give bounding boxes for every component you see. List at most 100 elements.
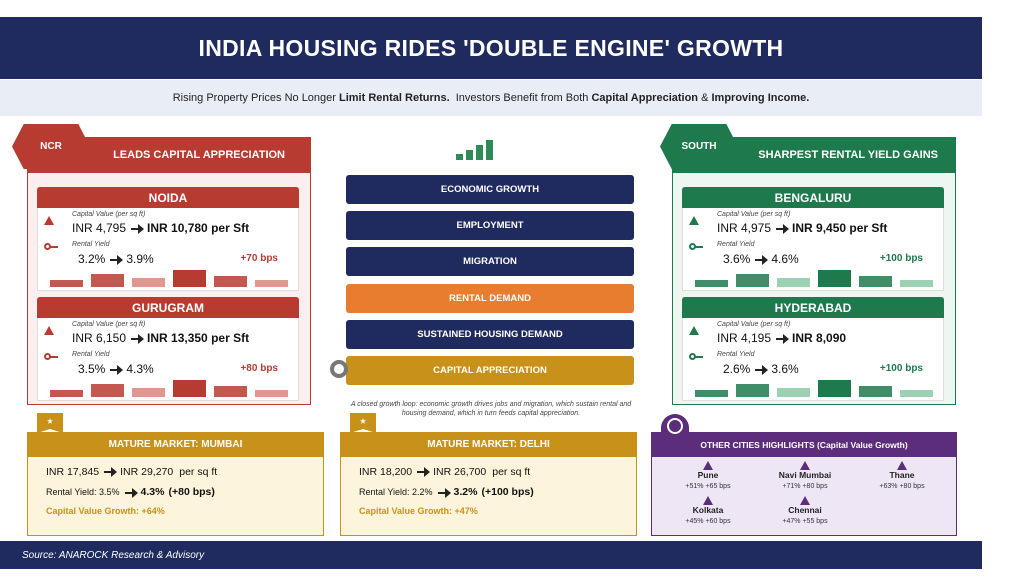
ry-change: (+80 bps) bbox=[168, 486, 215, 498]
cv-from: INR 4,975 bbox=[717, 221, 772, 235]
source: Source: ANAROCK Research & Advisory bbox=[22, 549, 205, 561]
tag-text: SOUTH bbox=[681, 141, 717, 152]
decor-bar bbox=[777, 278, 810, 287]
other-city-name: Thane bbox=[889, 470, 915, 480]
ry-label: Rental Yield bbox=[717, 351, 755, 358]
ry-line: 3.6% 4.6% bbox=[723, 252, 799, 266]
key-icon bbox=[689, 243, 703, 251]
globe-icon bbox=[661, 414, 689, 434]
key-icon bbox=[44, 243, 58, 251]
up-triangle bbox=[703, 461, 713, 470]
cv-line: INR 18,200 INR 26,700 per sq ft bbox=[359, 466, 530, 478]
cv-label: Capital Value (per sq ft) bbox=[717, 211, 791, 218]
cv-to: INR 9,450 per Sft bbox=[792, 221, 888, 235]
yield-change: +100 bps bbox=[879, 253, 923, 264]
panel-heading: SHARPEST RENTAL YIELD GAINS bbox=[758, 149, 938, 161]
decor-bar bbox=[900, 390, 933, 397]
other-city-stats: +71% +80 bps bbox=[782, 483, 828, 490]
arrow bbox=[776, 333, 790, 344]
tag-text: NCR bbox=[40, 141, 62, 152]
yield-change: +70 bps bbox=[240, 253, 278, 264]
cv-from: INR 18,200 bbox=[359, 466, 413, 478]
arrow bbox=[131, 333, 145, 344]
ry-line: 2.6% 3.6% bbox=[723, 362, 799, 376]
region-tag: NCR bbox=[12, 124, 90, 169]
cv-line: INR 4,795 INR 10,780 per Sft bbox=[72, 221, 249, 235]
cv-from: INR 4,795 bbox=[72, 221, 127, 235]
cv-from: INR 4,195 bbox=[717, 331, 772, 345]
cv-label: Capital Value (per sq ft) bbox=[72, 321, 146, 328]
yield-change: +80 bps bbox=[240, 363, 278, 374]
ry-line: Rental Yield: 3.5% 4.3% (+80 bps) bbox=[46, 486, 215, 498]
key-icon bbox=[44, 353, 58, 361]
decor-bar bbox=[214, 386, 247, 397]
decor-bar bbox=[50, 390, 83, 397]
key-shaft bbox=[695, 246, 703, 248]
other-city-stats: +51% +65 bps bbox=[685, 483, 731, 490]
decor-bar bbox=[695, 390, 728, 397]
cv-label: Capital Value (per sq ft) bbox=[72, 211, 146, 218]
star-tab bbox=[350, 413, 376, 433]
mature-title: MATURE MARKET: MUMBAI bbox=[108, 439, 243, 450]
city-name-bar: NOIDA bbox=[37, 187, 299, 208]
subtitle-part: & bbox=[698, 92, 712, 104]
mature-title: MATURE MARKET: DELHI bbox=[427, 439, 550, 450]
arrow bbox=[417, 467, 431, 478]
flow-step-text: SUSTAINED HOUSING DEMAND bbox=[417, 328, 563, 340]
title: INDIA HOUSING RIDES 'DOUBLE ENGINE' GROW… bbox=[198, 34, 784, 61]
cv-from: INR 17,845 bbox=[46, 466, 100, 478]
other-city-name: Kolkata bbox=[692, 505, 724, 515]
ry-from: Rental Yield: 2.2% bbox=[359, 487, 433, 497]
growth: Capital Value Growth: +47% bbox=[359, 506, 478, 516]
city-card: HYDERABAD Capital Value (per sq ft) INR 4,… bbox=[682, 297, 944, 401]
loop-ring bbox=[330, 360, 348, 378]
decor-bar bbox=[736, 274, 769, 287]
flow-step-text: EMPLOYMENT bbox=[456, 220, 524, 232]
up-triangle bbox=[44, 216, 54, 225]
decor-bar bbox=[255, 390, 288, 397]
other-city-name: Navi Mumbai bbox=[778, 470, 832, 480]
ry-from: 3.6% bbox=[723, 252, 751, 266]
ry-label: Rental Yield bbox=[717, 241, 755, 248]
icon-bar bbox=[476, 145, 483, 160]
decor-bar bbox=[91, 384, 124, 397]
decor-bar bbox=[859, 276, 892, 287]
cv-to: INR 8,090 bbox=[792, 331, 847, 345]
cv-label: Capital Value (per sq ft) bbox=[717, 321, 791, 328]
ry-line: 3.2% 3.9% bbox=[78, 252, 154, 266]
city-name: BENGALURU bbox=[774, 190, 852, 205]
arrow bbox=[110, 364, 124, 375]
subtitle-part: Improving Income. bbox=[711, 92, 810, 104]
up-triangle bbox=[689, 326, 699, 335]
subtitle-part: Investors Benefit from Both bbox=[449, 92, 592, 104]
flow-step: EMPLOYMENT bbox=[346, 211, 634, 241]
up-triangle bbox=[897, 461, 907, 470]
cv-to: INR 29,270 bbox=[120, 466, 174, 478]
subtitle-part: Limit Rental Returns. bbox=[339, 92, 450, 104]
decor-bar bbox=[214, 276, 247, 287]
other-city-name: Pune bbox=[697, 470, 719, 480]
subtitle-part: Rising Property Prices No Longer bbox=[172, 92, 339, 104]
footer: Source: ANAROCK Research & Advisory bbox=[0, 541, 982, 569]
other-title: OTHER CITIES HIGHLIGHTS (Capital Value G… bbox=[700, 439, 908, 450]
ry-line: Rental Yield: 2.2% 3.2% (+100 bps) bbox=[359, 486, 534, 498]
decor-bar bbox=[50, 280, 83, 287]
up-triangle bbox=[800, 496, 810, 505]
decor-bar bbox=[859, 386, 892, 397]
other-city-name: Chennai bbox=[788, 505, 822, 515]
decor-bar bbox=[173, 380, 206, 397]
growth: Capital Value Growth: +64% bbox=[46, 506, 165, 516]
ry-to: 4.6% bbox=[771, 252, 799, 266]
flow-step: MIGRATION bbox=[346, 247, 634, 277]
arrow bbox=[131, 223, 145, 234]
cv-to: INR 26,700 bbox=[433, 466, 487, 478]
other-city-stats: +47% +55 bps bbox=[782, 518, 828, 525]
arrow bbox=[124, 487, 138, 498]
key-shaft bbox=[50, 356, 58, 358]
decor-bar bbox=[818, 270, 851, 287]
decor-bar bbox=[900, 280, 933, 287]
city-name: NOIDA bbox=[148, 190, 188, 205]
up-triangle bbox=[44, 326, 54, 335]
ry-from: 3.5% bbox=[78, 362, 106, 376]
city-name-bar: GURUGRAM bbox=[37, 297, 299, 318]
